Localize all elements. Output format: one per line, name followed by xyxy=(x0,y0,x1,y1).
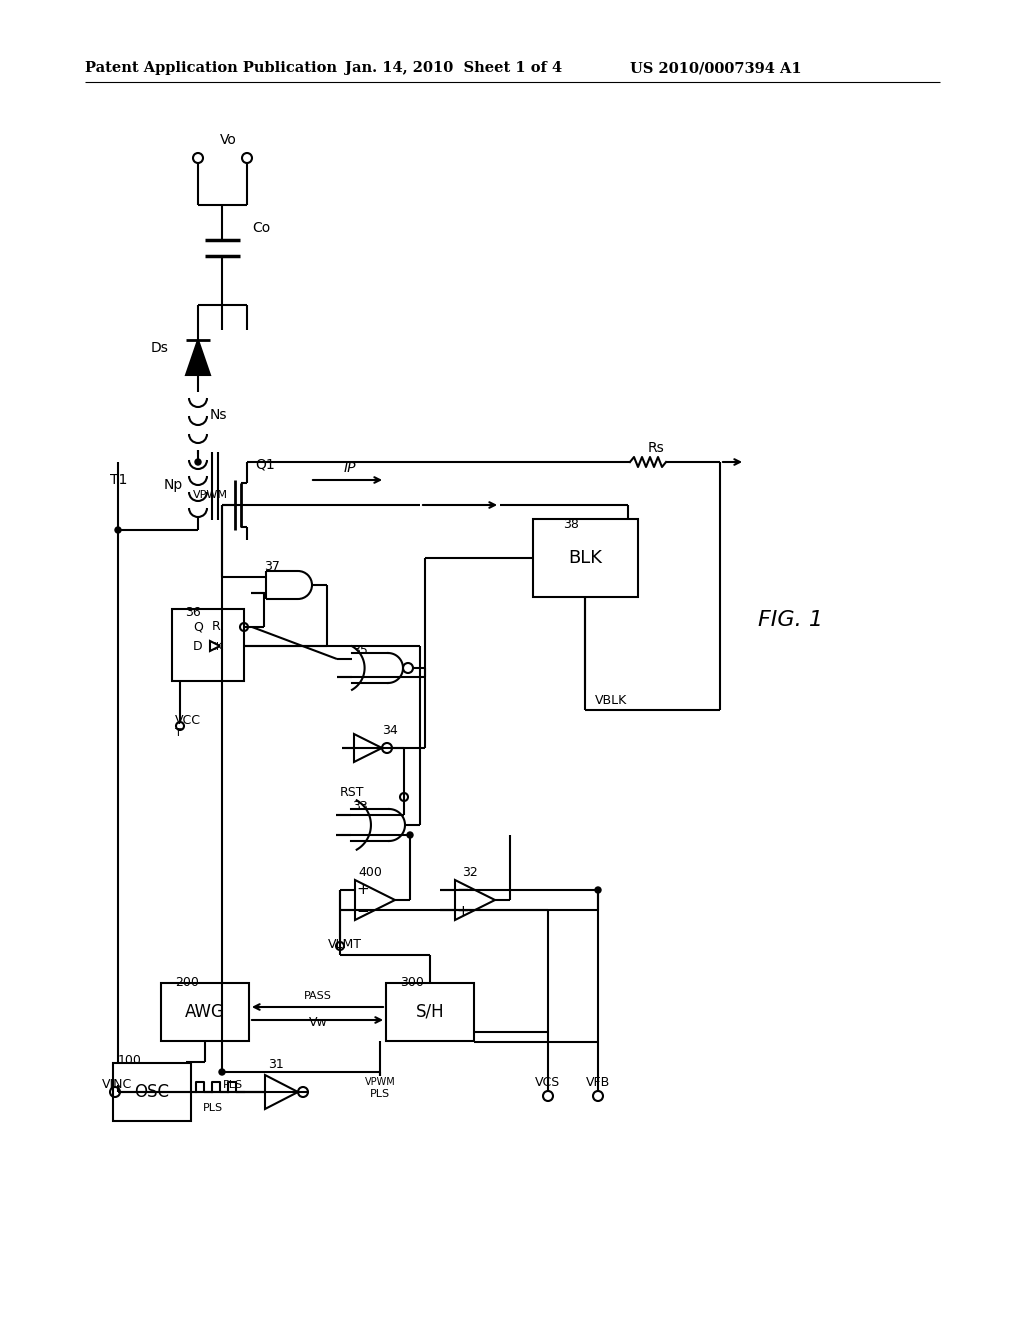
Bar xyxy=(532,519,638,597)
Text: PLS: PLS xyxy=(203,1104,223,1113)
Text: Jan. 14, 2010  Sheet 1 of 4: Jan. 14, 2010 Sheet 1 of 4 xyxy=(345,61,562,75)
Bar xyxy=(161,983,249,1041)
Text: US 2010/0007394 A1: US 2010/0007394 A1 xyxy=(630,61,802,75)
Text: Vo: Vo xyxy=(219,133,237,147)
Text: VCC: VCC xyxy=(175,714,201,726)
Text: −: − xyxy=(356,904,370,920)
Polygon shape xyxy=(186,341,210,375)
Text: PASS: PASS xyxy=(304,991,332,1001)
Text: OSC: OSC xyxy=(134,1082,170,1101)
Polygon shape xyxy=(210,642,220,651)
Text: 38: 38 xyxy=(563,519,579,532)
Text: 32: 32 xyxy=(462,866,478,879)
Text: VCS: VCS xyxy=(536,1076,560,1089)
Circle shape xyxy=(219,1069,225,1074)
Text: BLK: BLK xyxy=(568,549,602,568)
Polygon shape xyxy=(455,880,495,920)
Text: IP: IP xyxy=(344,461,356,475)
Text: R: R xyxy=(212,620,220,634)
Text: 31: 31 xyxy=(268,1059,284,1072)
Text: VPWM: VPWM xyxy=(365,1077,395,1086)
Text: S/H: S/H xyxy=(416,1003,444,1020)
Circle shape xyxy=(115,527,121,533)
Text: T: T xyxy=(175,729,181,738)
Text: CK: CK xyxy=(209,642,223,652)
Text: AWG: AWG xyxy=(185,1003,225,1020)
Text: +: + xyxy=(356,883,370,898)
Text: 34: 34 xyxy=(382,723,397,737)
Text: Vw: Vw xyxy=(308,1015,328,1028)
Text: Rs: Rs xyxy=(648,441,665,455)
Text: 35: 35 xyxy=(352,644,368,656)
Text: Q: Q xyxy=(194,620,203,634)
Text: PLS: PLS xyxy=(370,1089,390,1100)
Text: VINC: VINC xyxy=(102,1078,132,1092)
Polygon shape xyxy=(355,880,395,920)
Text: Ns: Ns xyxy=(210,408,227,422)
Text: T1: T1 xyxy=(110,473,127,487)
Text: +: + xyxy=(457,904,469,920)
Text: 33: 33 xyxy=(352,800,368,813)
Text: Co: Co xyxy=(252,220,270,235)
Text: VPWM: VPWM xyxy=(193,490,228,500)
Text: VLMT: VLMT xyxy=(328,937,362,950)
Polygon shape xyxy=(354,734,382,762)
Text: ~: ~ xyxy=(312,1001,324,1014)
Circle shape xyxy=(595,887,601,894)
Text: FIG. 1: FIG. 1 xyxy=(758,610,822,630)
Circle shape xyxy=(407,832,413,838)
Bar xyxy=(172,609,244,681)
Text: −: − xyxy=(457,883,469,898)
Circle shape xyxy=(195,459,201,465)
Bar xyxy=(386,983,474,1041)
Text: 37: 37 xyxy=(264,561,280,573)
Text: Q1: Q1 xyxy=(255,458,274,473)
Text: PLS: PLS xyxy=(223,1080,243,1090)
Polygon shape xyxy=(265,1074,298,1109)
Text: 300: 300 xyxy=(400,975,424,989)
Text: Np: Np xyxy=(164,478,183,492)
Bar xyxy=(113,1063,191,1121)
Text: Patent Application Publication: Patent Application Publication xyxy=(85,61,337,75)
Text: 36: 36 xyxy=(185,606,201,619)
Text: RST: RST xyxy=(340,785,365,799)
Text: 400: 400 xyxy=(358,866,382,879)
Text: VBLK: VBLK xyxy=(595,693,628,706)
Text: Ds: Ds xyxy=(151,341,168,355)
Text: VFB: VFB xyxy=(586,1076,610,1089)
Text: 100: 100 xyxy=(118,1053,142,1067)
Text: 200: 200 xyxy=(175,975,199,989)
Text: D: D xyxy=(194,640,203,653)
